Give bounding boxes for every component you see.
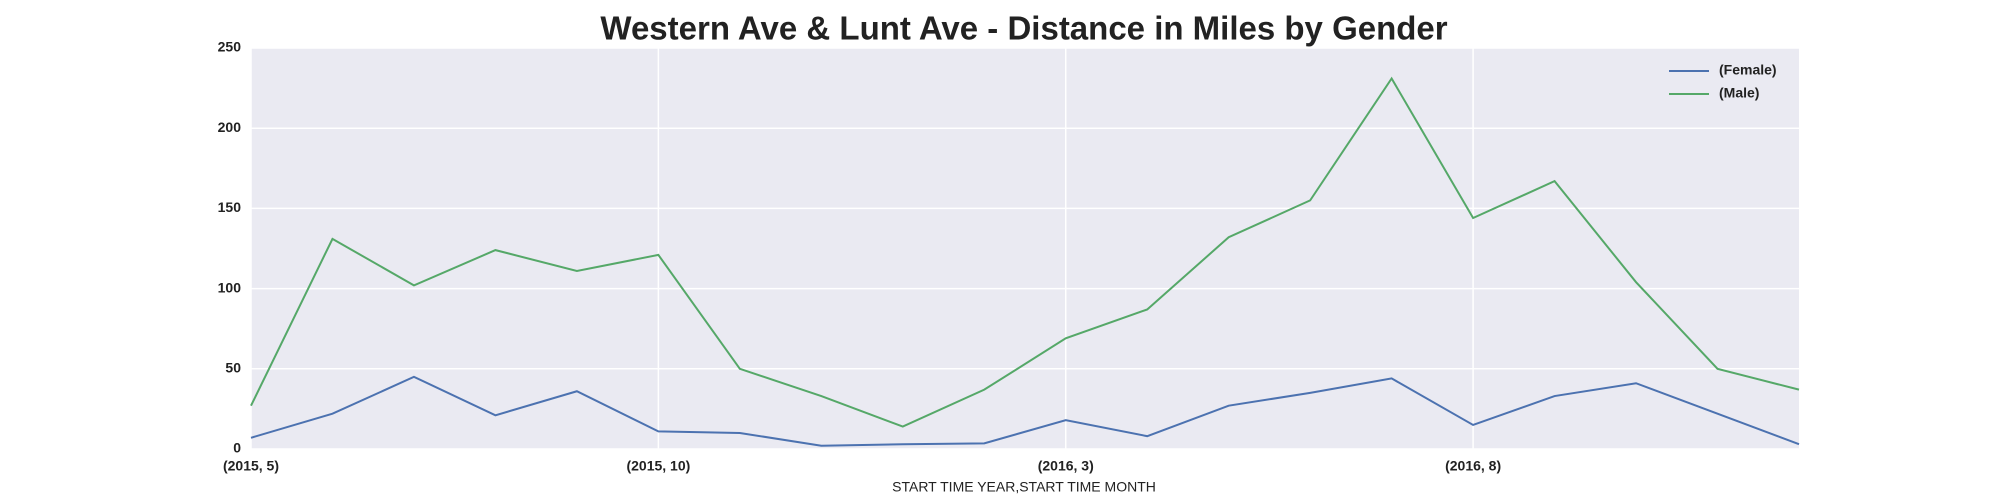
- y-tick-label: 250: [218, 39, 242, 55]
- chart-title: Western Ave & Lunt Ave - Distance in Mil…: [600, 10, 1447, 47]
- legend-label: (Female): [1719, 62, 1777, 78]
- x-tick-label: (2016, 8): [1445, 458, 1501, 474]
- y-tick-label: 50: [225, 360, 241, 376]
- x-tick-label: (2016, 3): [1038, 458, 1094, 474]
- y-tick-label: 150: [218, 199, 242, 215]
- line: [250, 375, 1800, 447]
- y-tick-label: 100: [218, 279, 242, 295]
- plot-area: [251, 48, 1799, 449]
- legend-label: (Male): [1719, 85, 1759, 101]
- y-tick-label: 200: [218, 119, 242, 135]
- x-tick-label: (2015, 10): [626, 458, 690, 474]
- x-tick-label: (2015, 5): [223, 458, 279, 474]
- line: [250, 76, 1800, 428]
- y-tick-label: 0: [233, 440, 241, 456]
- x-axis-label: START TIME YEAR,START TIME MONTH: [892, 479, 1156, 495]
